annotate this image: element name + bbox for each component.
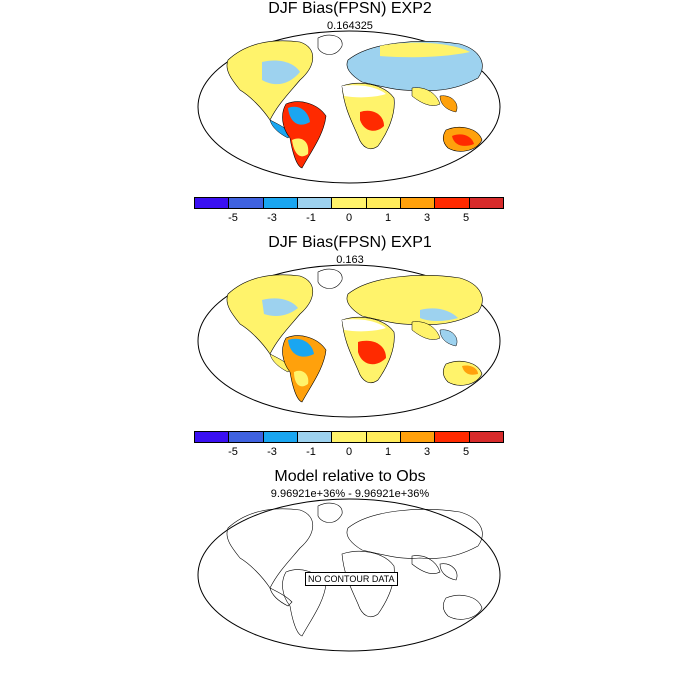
cb-swatch — [435, 198, 470, 208]
cb-swatch — [332, 432, 367, 442]
cb-swatch — [229, 432, 264, 442]
cb-label: -5 — [228, 212, 238, 224]
cb-swatch — [469, 432, 503, 442]
cb-swatch — [400, 198, 436, 208]
cb-label: 0 — [345, 446, 353, 458]
cb-label: 3 — [423, 212, 431, 224]
panel-title: DJF Bias(FPSN) EXP1 — [268, 234, 432, 251]
cb-swatch — [263, 432, 298, 442]
continents-outline — [226, 502, 483, 637]
no-contour-data-label: NO CONTOUR DATA — [305, 572, 398, 586]
cb-swatch — [195, 198, 230, 208]
cb-swatch — [332, 198, 367, 208]
cb-label: 1 — [384, 446, 392, 458]
cb-swatch — [297, 432, 333, 442]
cb-label: -1 — [306, 212, 316, 224]
cb-label: 3 — [423, 446, 431, 458]
panel-subtitle: 0.164325 — [327, 20, 373, 32]
cb-swatch — [195, 432, 230, 442]
colorbar-exp1 — [194, 431, 504, 443]
panel-title: Model relative to Obs — [274, 468, 426, 485]
cb-label: -1 — [306, 446, 316, 458]
colorbar-exp2 — [194, 197, 504, 209]
cb-label: 5 — [462, 212, 470, 224]
panel-title: DJF Bias(FPSN) EXP2 — [268, 0, 432, 17]
cb-swatch — [366, 432, 401, 442]
cb-label: -5 — [228, 446, 238, 458]
continents-exp2 — [226, 34, 483, 169]
continents-exp1 — [226, 268, 483, 403]
cb-label: 1 — [384, 212, 392, 224]
panel-subtitle: 9.96921e+36% - 9.96921e+36% — [270, 488, 430, 500]
cb-swatch — [366, 198, 401, 208]
cb-swatch — [400, 432, 436, 442]
cb-swatch — [263, 198, 298, 208]
cb-label: -3 — [267, 446, 277, 458]
cb-swatch — [435, 432, 470, 442]
cb-swatch — [297, 198, 333, 208]
cb-label: -3 — [267, 212, 277, 224]
cb-label: 0 — [345, 212, 353, 224]
cb-swatch — [229, 198, 264, 208]
cb-swatch — [469, 198, 503, 208]
panel-subtitle: 0.163 — [336, 254, 364, 266]
cb-label: 5 — [462, 446, 470, 458]
